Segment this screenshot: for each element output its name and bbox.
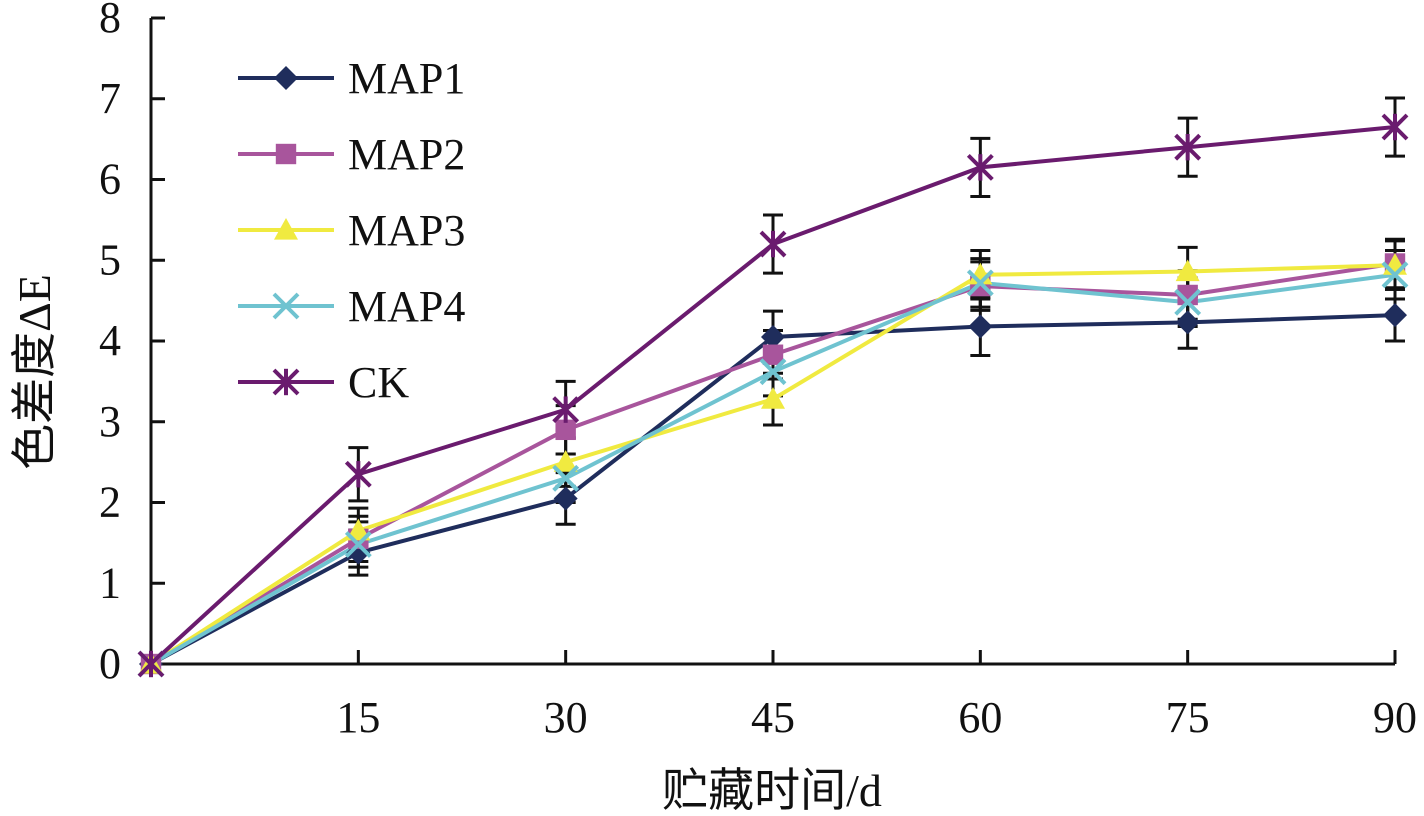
data-point-x-stroke	[966, 269, 994, 297]
data-point-star	[1174, 133, 1202, 161]
series-markers-ck	[137, 113, 1409, 678]
y-tick-label: 4	[99, 316, 121, 365]
y-tick-label: 0	[99, 639, 121, 688]
data-point-triangle	[761, 387, 785, 409]
legend-label: MAP2	[348, 130, 465, 179]
legend-label: MAP3	[348, 206, 465, 255]
legend-label: CK	[348, 358, 409, 407]
y-tick-label: 6	[99, 155, 121, 204]
data-point-triangle	[274, 218, 298, 240]
data-point-diamond	[761, 324, 785, 349]
data-point-x-stroke	[1174, 288, 1202, 316]
series-markers	[137, 113, 1409, 678]
legend-item-map4: MAP4	[238, 282, 465, 331]
y-tick-label: 1	[99, 558, 121, 607]
y-axis-title: 色差度ΔE	[9, 274, 60, 470]
data-point-x	[552, 464, 580, 492]
y-tick-label: 3	[99, 397, 121, 446]
data-point-star	[966, 153, 994, 181]
data-point-x-stroke	[759, 358, 787, 386]
y-tick-label: 5	[99, 235, 121, 284]
legend: MAP1 MAP2 MAP3 MAP4 CK	[238, 54, 465, 407]
legend-item-ck: CK	[238, 358, 409, 407]
data-point-diamond	[1383, 303, 1407, 328]
data-point-x-stroke	[552, 464, 580, 492]
x-tick-label: 45	[751, 693, 795, 742]
data-point-diamond	[1175, 310, 1200, 335]
data-point-star	[272, 368, 300, 396]
y-tick-label: 2	[99, 478, 121, 527]
x-axis-title: 贮藏时间/d	[662, 765, 882, 816]
x-tick-label: 75	[1166, 693, 1210, 742]
x-tick-label: 30	[544, 693, 588, 742]
data-point-star	[552, 396, 580, 424]
data-point-x-stroke	[344, 531, 372, 558]
data-point-star	[344, 460, 372, 488]
legend-item-map2: MAP2	[238, 130, 465, 179]
x-tick-label: 15	[336, 693, 380, 742]
data-point-star	[137, 650, 165, 678]
x-tick-label: 90	[1373, 693, 1417, 742]
data-point-square	[762, 344, 784, 365]
data-point-star	[1381, 113, 1409, 141]
data-point-x-stroke	[1381, 261, 1409, 289]
data-point-square	[275, 143, 297, 165]
data-point-square	[1177, 284, 1198, 306]
legend-label: MAP4	[348, 282, 465, 331]
data-point-x	[272, 292, 300, 320]
data-point-x	[759, 358, 787, 386]
x-tick-label: 60	[958, 693, 1002, 742]
data-point-x	[1174, 288, 1202, 316]
data-point-square	[555, 419, 576, 441]
legend-label: MAP1	[348, 54, 465, 103]
data-point-triangle	[1175, 259, 1200, 282]
legend-item-map1: MAP1	[238, 54, 465, 103]
data-point-diamond	[968, 314, 993, 339]
legend-item-map3: MAP3	[238, 206, 465, 255]
data-point-x	[966, 269, 994, 297]
data-point-x	[1381, 261, 1409, 289]
data-point-diamond	[553, 486, 578, 511]
data-point-diamond	[274, 66, 298, 90]
y-tick-label: 8	[99, 0, 121, 42]
data-point-triangle	[553, 450, 578, 472]
data-point-star	[759, 230, 787, 258]
data-point-x-stroke	[272, 292, 300, 320]
data-point-x	[344, 531, 372, 558]
y-tick-label: 7	[99, 74, 121, 123]
data-point-triangle	[346, 518, 371, 541]
